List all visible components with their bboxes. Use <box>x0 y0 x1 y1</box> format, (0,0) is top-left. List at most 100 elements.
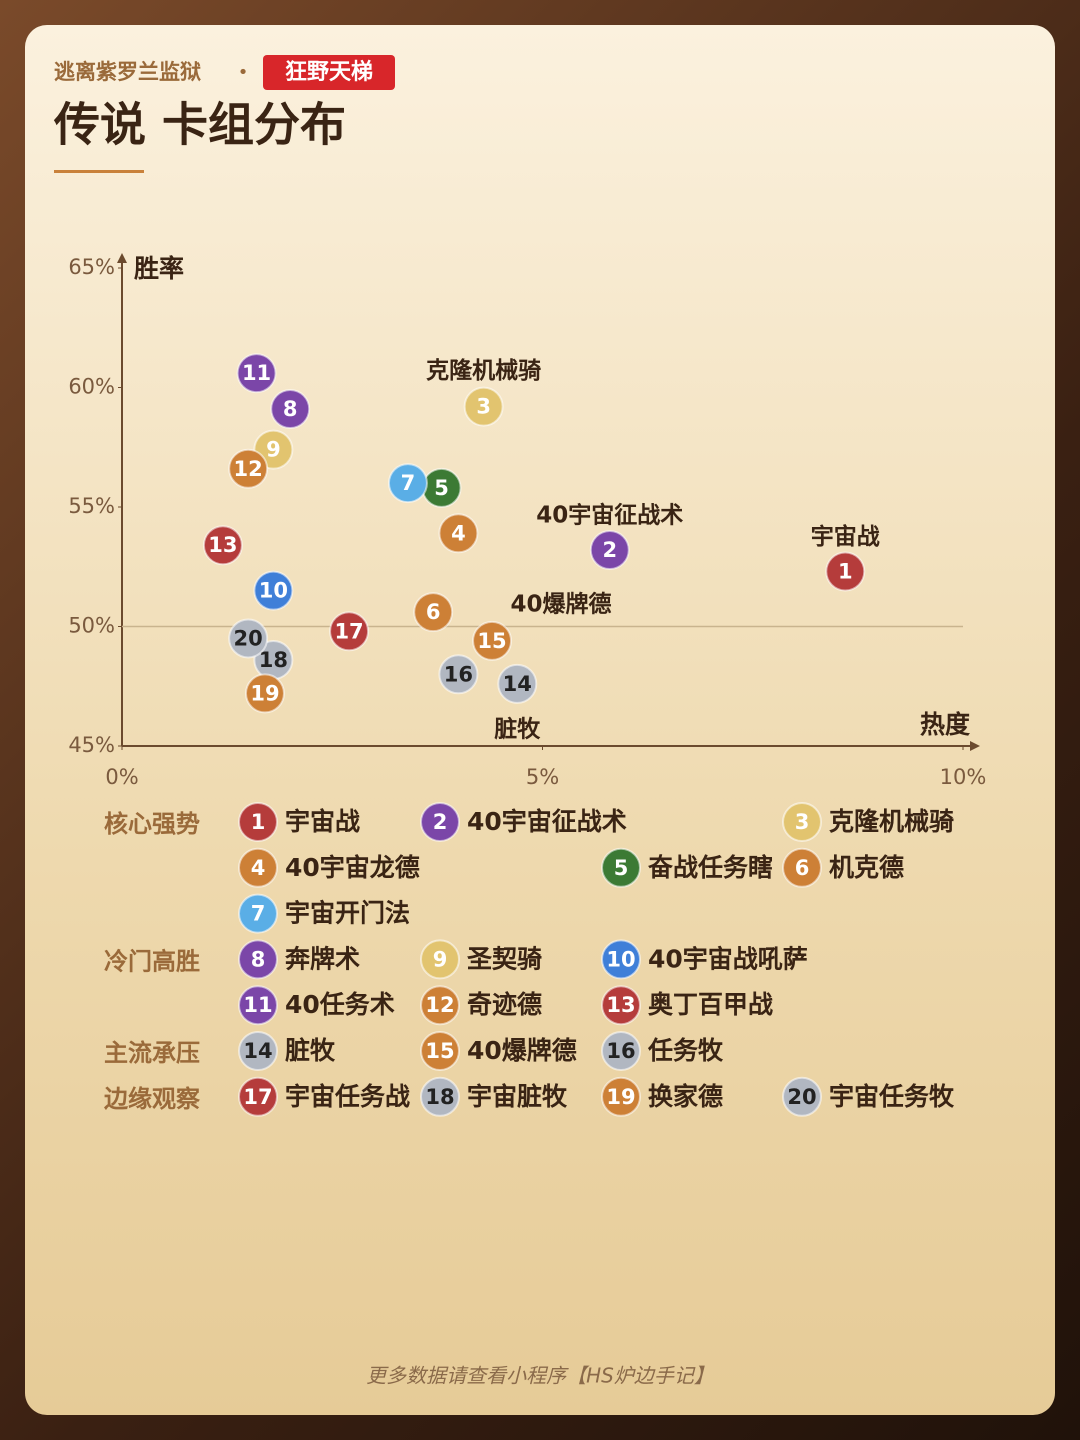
x-tick-label: 5% <box>526 765 559 789</box>
legend-marker-label: 12 <box>425 993 454 1017</box>
point <box>244 673 285 714</box>
legend-marker-label: 1 <box>251 810 266 834</box>
legend-label: 40爆牌德 <box>467 1036 577 1065</box>
legend-marker-label: 15 <box>425 1039 454 1063</box>
x-axis-label: 热度 <box>920 710 970 739</box>
legend-label: 40宇宙龙德 <box>285 853 420 882</box>
legend-marker <box>601 985 641 1026</box>
point-label: 8 <box>283 397 298 421</box>
point <box>413 592 454 633</box>
point-label: 4 <box>451 521 466 545</box>
x-arrow <box>970 741 980 751</box>
legend-marker-label: 4 <box>251 856 266 880</box>
point <box>202 525 243 566</box>
legend-group: 冷门高胜 <box>104 947 200 975</box>
legend-marker-label: 17 <box>243 1085 272 1109</box>
point-label: 2 <box>602 538 617 562</box>
title: 传说 卡组分布 <box>53 98 346 152</box>
y-tick-label: 60% <box>68 375 115 399</box>
legend-group: 边缘观察 <box>104 1085 201 1113</box>
point-label: 9 <box>266 438 281 462</box>
legend-group: 主流承压 <box>104 1039 200 1067</box>
x-tick-label: 10% <box>940 765 987 789</box>
legend-label: 脏牧 <box>285 1036 336 1065</box>
legend-marker-label: 20 <box>787 1085 816 1109</box>
y-tick-label: 55% <box>68 494 115 518</box>
separator: • <box>238 62 249 83</box>
legend-marker-label: 7 <box>251 902 266 926</box>
point <box>463 386 504 427</box>
legend-label: 40宇宙征战术 <box>467 807 627 836</box>
point-label: 1 <box>838 560 853 584</box>
y-tick-label: 45% <box>68 733 115 757</box>
legend-marker-label: 9 <box>433 947 448 971</box>
legend-marker-label: 13 <box>606 993 635 1017</box>
legend-marker <box>420 802 460 842</box>
point <box>270 389 311 430</box>
point <box>589 530 630 571</box>
point-label: 19 <box>250 681 279 705</box>
legend-marker <box>782 802 822 842</box>
point-label: 18 <box>259 648 288 672</box>
legend-label: 宇宙任务战 <box>285 1082 410 1111</box>
point-label: 17 <box>334 619 363 643</box>
badge-bg <box>263 55 395 90</box>
legend-marker <box>420 1031 460 1071</box>
point <box>497 663 538 704</box>
point-label: 15 <box>477 629 506 653</box>
point-label: 20 <box>234 626 263 650</box>
point-label: 11 <box>242 361 271 385</box>
legend-marker-label: 2 <box>433 810 448 834</box>
point-label: 6 <box>426 600 441 624</box>
legend-label: 奇迹德 <box>467 990 542 1019</box>
point <box>329 611 370 652</box>
legend-marker-label: 8 <box>251 947 266 971</box>
legend-marker <box>238 1031 278 1071</box>
legend-marker-label: 6 <box>795 856 810 880</box>
legend-label: 40任务术 <box>285 990 395 1019</box>
legend-marker-label: 18 <box>425 1085 454 1109</box>
legend-marker <box>420 1076 460 1117</box>
legend-marker <box>238 939 278 980</box>
legend-marker-label: 19 <box>606 1085 635 1109</box>
legend-label: 宇宙任务牧 <box>829 1082 955 1111</box>
point <box>228 618 269 659</box>
legend-group: 核心强势 <box>104 810 200 838</box>
legend-label: 任务牧 <box>647 1036 724 1065</box>
point <box>472 620 513 661</box>
legend-label: 奔牌术 <box>285 944 360 973</box>
legend-label: 奥丁百甲战 <box>648 990 773 1019</box>
legend-marker <box>601 1031 641 1071</box>
point <box>438 513 479 554</box>
point-label: 10 <box>259 579 288 603</box>
legend-label: 宇宙脏牧 <box>467 1082 568 1111</box>
y-tick-label: 65% <box>68 255 115 279</box>
x-tick-label: 0% <box>105 765 138 789</box>
point-label: 16 <box>444 662 473 686</box>
annotation: 40爆牌德 <box>511 590 612 617</box>
legend-label: 宇宙战 <box>285 807 360 836</box>
point <box>236 353 277 394</box>
legend-marker-label: 16 <box>606 1039 635 1063</box>
legend-label: 40宇宙战吼萨 <box>648 944 808 973</box>
card <box>25 25 1055 1415</box>
legend-marker-label: 14 <box>243 1039 272 1063</box>
legend-label: 换家德 <box>648 1082 723 1111</box>
legend-marker <box>601 939 641 980</box>
point <box>387 463 428 504</box>
footer: 更多数据请查看小程序【HS炉边手记】 <box>366 1364 714 1388</box>
point-label: 3 <box>476 395 491 419</box>
point <box>825 551 866 592</box>
point-label: 12 <box>234 457 263 481</box>
point <box>253 570 294 611</box>
point-label: 7 <box>401 471 416 495</box>
annotation: 脏牧 <box>494 715 541 742</box>
legend-marker <box>238 847 278 888</box>
y-tick-label: 50% <box>68 614 115 638</box>
annotation: 克隆机械骑 <box>426 357 541 384</box>
legend-marker-label: 11 <box>243 993 272 1017</box>
legend-label: 机克德 <box>829 853 904 882</box>
annotation: 40宇宙征战术 <box>536 502 683 529</box>
